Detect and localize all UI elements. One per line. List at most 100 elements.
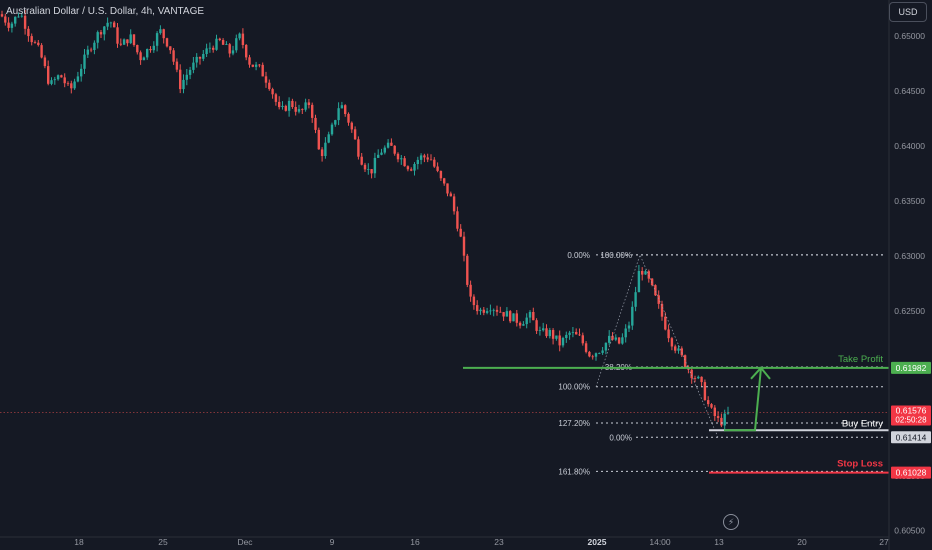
candle-body xyxy=(258,64,261,66)
candle-body xyxy=(588,351,591,357)
candle-body xyxy=(301,109,304,110)
candle-body xyxy=(287,100,291,111)
candle-body xyxy=(251,64,254,67)
candle-body xyxy=(419,155,423,160)
fib-level-label: 100.00% xyxy=(558,383,590,392)
candle-body xyxy=(489,310,492,312)
candle-body xyxy=(132,34,136,45)
candle-body xyxy=(641,271,644,275)
candle-body xyxy=(429,159,433,161)
candle-body xyxy=(192,62,195,70)
candle-body xyxy=(690,369,693,379)
candle-body xyxy=(23,15,27,29)
candle-body xyxy=(162,29,165,39)
candle-body xyxy=(70,83,73,89)
symbol-title: Australian Dollar / U.S. Dollar, 4h, VAN… xyxy=(6,6,205,17)
candle-body xyxy=(307,102,311,105)
candle-body xyxy=(637,271,641,293)
buy-entry-price-tag: 0.61414 xyxy=(896,432,927,442)
candle-body xyxy=(76,76,80,82)
candle-body xyxy=(182,79,185,90)
candle-body xyxy=(83,54,86,69)
currency-button[interactable]: USD xyxy=(889,2,927,22)
candle-body xyxy=(713,407,716,416)
candle-body xyxy=(324,142,327,156)
candle-body xyxy=(528,312,532,318)
candle-body xyxy=(631,306,634,326)
candle-body xyxy=(373,157,377,174)
candle-body xyxy=(320,149,324,156)
candle-body xyxy=(591,356,594,358)
candle-body xyxy=(60,75,63,78)
target-arrow-head xyxy=(750,366,771,380)
candle-body xyxy=(155,33,159,46)
price-tick-label: 0.64000 xyxy=(894,141,925,151)
candle-body xyxy=(439,171,443,179)
candle-body xyxy=(116,27,119,44)
candle-body xyxy=(119,43,122,45)
candle-body xyxy=(416,159,419,164)
candle-body xyxy=(667,329,670,339)
candle-body xyxy=(10,23,14,28)
candle-body xyxy=(202,54,205,59)
price-tick-label: 0.65000 xyxy=(894,31,925,41)
candle-body xyxy=(231,50,235,54)
time-tick-label: 18 xyxy=(74,537,84,547)
time-tick-label: 9 xyxy=(330,537,335,547)
candle-body xyxy=(40,45,43,58)
candle-body xyxy=(509,311,512,322)
candle-body xyxy=(693,378,697,379)
candle-body xyxy=(608,335,611,343)
candle-body xyxy=(575,332,578,335)
candle-body xyxy=(152,45,155,51)
candle-body xyxy=(515,313,518,323)
candle-body xyxy=(512,313,515,322)
time-axis[interactable]: 18 25 Dec 9 16 23 2025 14:00 13 20 27 xyxy=(0,536,889,547)
candle-body xyxy=(86,49,89,55)
candle-body xyxy=(443,178,446,184)
candle-body xyxy=(670,338,674,347)
price-axis[interactable]: 0.65000 0.64500 0.64000 0.63500 0.63000 0.625… xyxy=(888,0,932,550)
candle-body xyxy=(235,38,238,51)
candle-body xyxy=(449,193,452,197)
candle-body xyxy=(578,334,581,336)
candle-body xyxy=(555,335,558,339)
candle-body xyxy=(723,413,726,426)
candle-body xyxy=(650,278,654,285)
candle-body xyxy=(707,400,710,405)
candle-body xyxy=(485,311,489,313)
candle-body xyxy=(495,309,499,312)
candle-body xyxy=(716,416,720,418)
candle-body xyxy=(386,142,390,148)
candle-body xyxy=(568,332,571,335)
candle-body xyxy=(73,81,76,89)
candle-body xyxy=(532,312,535,321)
candle-body xyxy=(195,56,198,63)
candle-body xyxy=(281,105,284,107)
candle-body xyxy=(89,49,93,51)
candle-body xyxy=(538,330,542,331)
candle-body xyxy=(654,285,657,296)
candle-body xyxy=(113,22,116,28)
candle-body xyxy=(311,104,314,118)
time-tick-label: 2025 xyxy=(588,537,607,547)
lightning-icon[interactable]: ⚡ xyxy=(723,514,739,530)
candle-body xyxy=(327,134,330,143)
candle-body xyxy=(96,32,99,43)
candle-body xyxy=(674,346,677,351)
candle-body xyxy=(647,271,650,279)
candle-body xyxy=(621,337,624,344)
candle-body xyxy=(30,36,33,43)
current-price-box xyxy=(891,405,931,426)
candle-body xyxy=(353,129,357,140)
candle-body xyxy=(594,353,598,357)
candle-body xyxy=(37,42,40,45)
candle-body xyxy=(677,348,680,351)
candle-body xyxy=(703,382,707,401)
candle-body xyxy=(601,350,604,353)
candle-body xyxy=(657,295,660,304)
candle-body xyxy=(304,102,307,110)
candle-body xyxy=(149,49,152,51)
candle-body xyxy=(403,158,406,167)
